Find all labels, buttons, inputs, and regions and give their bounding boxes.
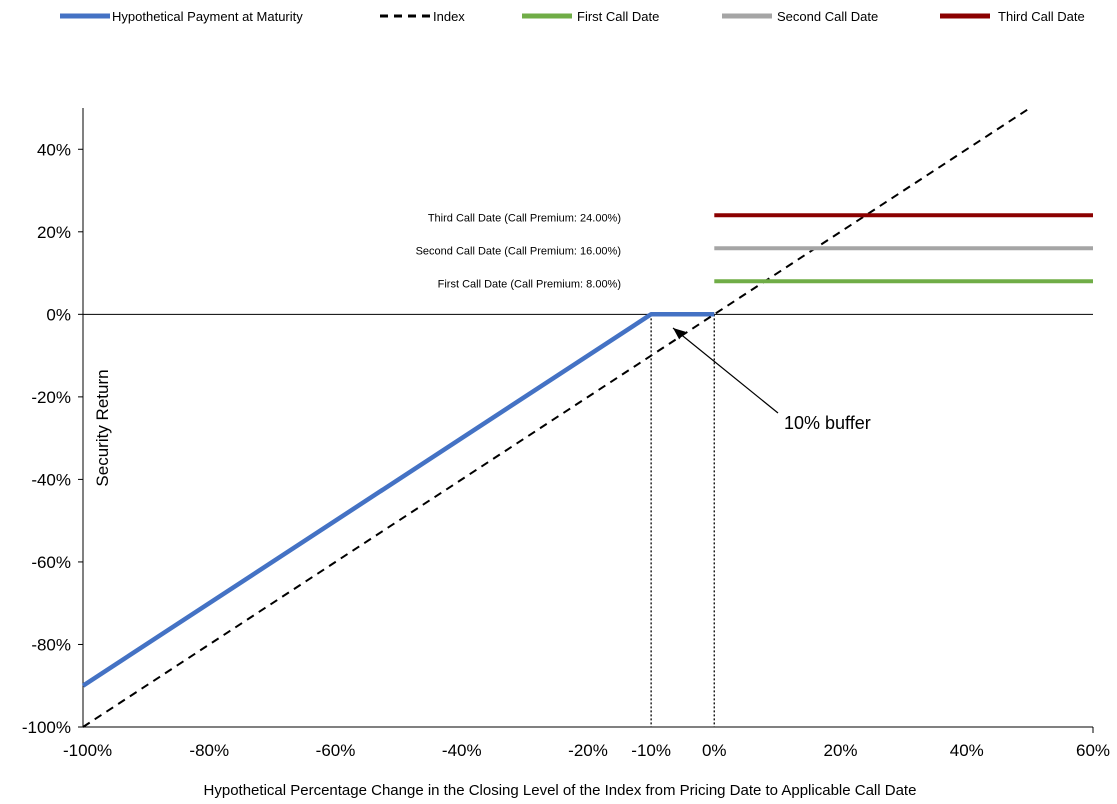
annotations: Third Call Date (Call Premium: 24.00%) Se…: [416, 212, 871, 433]
call-premium-annotation: First Call Date (Call Premium: 8.00%): [438, 278, 621, 290]
legend-item-first-call-date: First Call Date: [522, 9, 659, 24]
reference-lines: [650, 314, 715, 727]
buffer-annotation: 10% buffer: [784, 413, 871, 433]
legend-item-second-call-date: Second Call Date: [722, 9, 878, 24]
y-tick-label: -80%: [31, 635, 71, 654]
y-tick-label: -60%: [31, 553, 71, 572]
x-tick-label: -100%: [63, 741, 112, 760]
buffer-arrow-line: [672, 327, 779, 414]
x-tick-label: -40%: [442, 741, 482, 760]
x-tick-label: -10%: [631, 741, 671, 760]
x-axis-title: Hypothetical Percentage Change in the Cl…: [204, 782, 917, 799]
series-index: [82, 107, 1031, 728]
y-axis-title: Security Return: [93, 369, 112, 486]
x-tick-label: 60%: [1076, 741, 1110, 760]
legend-item-hypothetical-payment-at-maturity: Hypothetical Payment at Maturity: [60, 9, 303, 24]
call-premium-annotation: Third Call Date (Call Premium: 24.00%): [428, 212, 621, 224]
x-tick-label: 20%: [823, 741, 857, 760]
legend: Hypothetical Payment at Maturity Index Fir…: [60, 9, 1085, 24]
legend-label: Hypothetical Payment at Maturity: [112, 9, 303, 24]
y-tick-label: 40%: [37, 140, 71, 159]
y-tick-label: -100%: [22, 718, 71, 737]
legend-item-third-call-date: Third Call Date: [940, 9, 1085, 24]
x-tick-label: -20%: [568, 741, 608, 760]
y-tick-label: -20%: [31, 388, 71, 407]
y-tick-label: 0%: [46, 305, 71, 324]
legend-label: Third Call Date: [998, 9, 1085, 24]
x-tick-label: 40%: [950, 741, 984, 760]
x-tick-label: -80%: [189, 741, 229, 760]
legend-label: Index: [433, 9, 465, 24]
legend-label: Second Call Date: [777, 9, 878, 24]
y-tick-label: 20%: [37, 223, 71, 242]
legend-item-index: Index: [380, 9, 465, 24]
axes: [78, 108, 1094, 733]
series-hypothetical-payment-at-maturity: [81, 312, 715, 688]
series-layer: [81, 107, 1093, 728]
buffer-arrow-head: [673, 328, 686, 340]
x-tick-label: -60%: [316, 741, 356, 760]
legend-label: First Call Date: [577, 9, 659, 24]
x-tick-label: 0%: [702, 741, 727, 760]
tick-labels: -100% -80% -60% -40% -20% 0% 20% 40% -100% -80% -6…: [22, 140, 1110, 760]
call-premium-annotation: Second Call Date (Call Premium: 16.00%): [416, 245, 621, 257]
y-tick-label: -40%: [31, 470, 71, 489]
